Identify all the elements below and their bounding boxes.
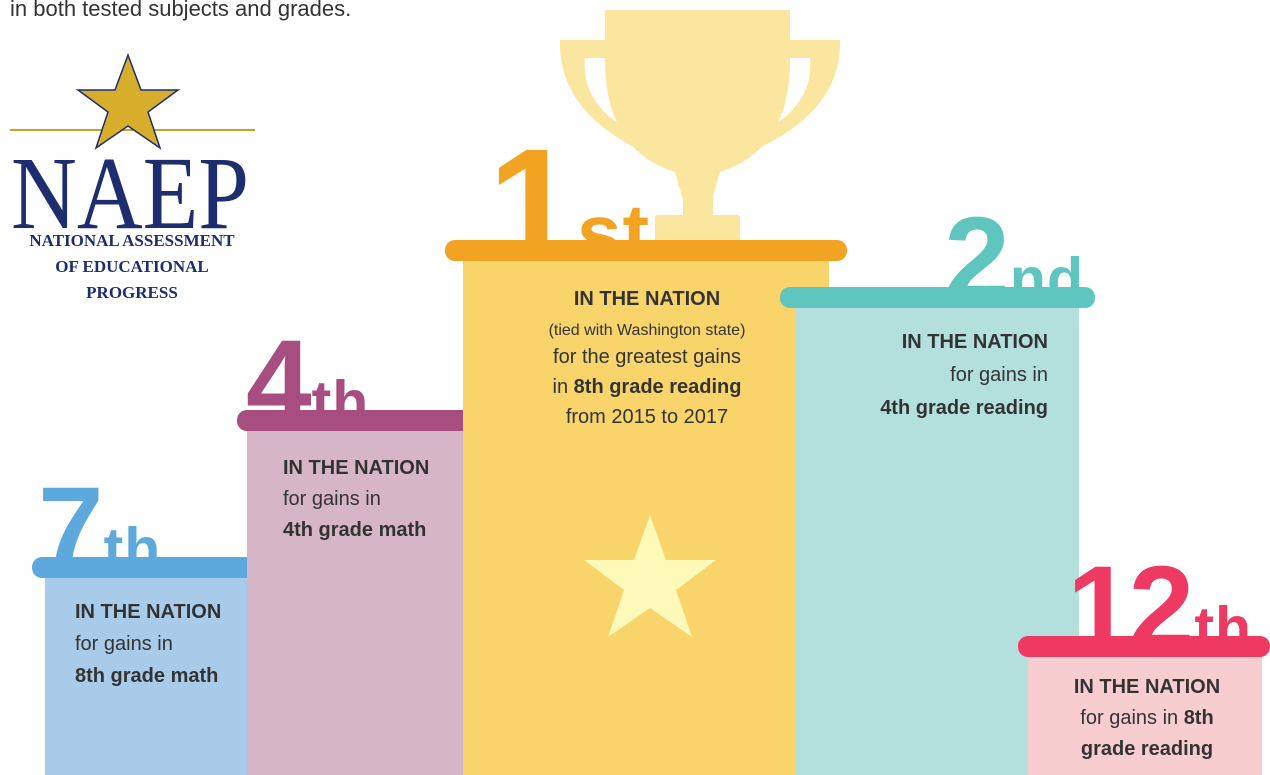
caption-line: 4th grade math — [283, 519, 426, 541]
podium-body — [463, 260, 829, 775]
caption-segment: grade reading — [1081, 738, 1213, 760]
logo-line: PROGRESS — [86, 283, 178, 302]
rank: 4th — [246, 316, 369, 448]
caption-segment: 8th grade reading — [574, 376, 742, 398]
caption-segment: (tied with Washington state) — [549, 322, 746, 339]
logo-line: OF EDUCATIONAL — [55, 257, 208, 276]
caption-line: (tied with Washington state) — [549, 322, 746, 339]
caption-line: for gains in — [75, 633, 173, 655]
caption-segment: IN THE NATION — [75, 601, 221, 623]
rank: 12th — [1067, 542, 1252, 674]
caption-segment: for gains in — [75, 633, 173, 655]
rank-number: 2 — [944, 193, 1006, 325]
logo-line: NATIONAL ASSESSMENT — [29, 231, 235, 250]
rank-number: 12 — [1067, 542, 1190, 674]
logo-name: NAEP — [11, 136, 249, 251]
caption-line: IN THE NATION — [902, 331, 1048, 353]
podium-cap — [445, 240, 847, 261]
podium-cap — [32, 557, 283, 578]
caption-line: for the greatest gains — [553, 346, 741, 368]
caption-segment: IN THE NATION — [1074, 676, 1220, 698]
star — [584, 515, 716, 637]
podium-cap — [237, 410, 518, 431]
caption-line: in 8th grade reading — [553, 376, 742, 398]
caption-line: IN THE NATION — [574, 288, 720, 310]
rank-suffix: th — [312, 369, 370, 435]
caption-line: IN THE NATION — [75, 601, 221, 623]
caption-line: 8th grade math — [75, 665, 218, 687]
podium: 7th IN THE NATION for gains in 8th grade ma… — [32, 463, 283, 775]
caption-segment: 4th grade math — [283, 519, 426, 541]
caption-segment: 4th grade reading — [880, 397, 1048, 419]
rank-suffix: th — [104, 516, 162, 582]
caption-line: for gains in 8th — [1080, 707, 1213, 729]
rank-suffix: st — [577, 188, 650, 277]
caption-line: grade reading — [1081, 738, 1213, 760]
caption-segment: for the greatest gains — [553, 346, 741, 368]
caption-segment: 8th — [1184, 707, 1214, 729]
caption-segment: IN THE NATION — [902, 331, 1048, 353]
rank: 1st — [488, 115, 650, 294]
caption-segment: IN THE NATION — [283, 457, 429, 479]
rank-suffix: th — [1194, 595, 1252, 661]
caption-segment: for gains in — [950, 364, 1048, 386]
rank-suffix: nd — [1010, 246, 1084, 312]
podium-body — [1028, 656, 1262, 775]
caption-line: for gains in — [283, 488, 381, 510]
caption-segment: for gains in — [1080, 707, 1183, 729]
podium-body — [45, 577, 272, 775]
rank-number: 4 — [246, 316, 311, 448]
caption-segment: IN THE NATION — [574, 288, 720, 310]
caption-segment: in — [553, 376, 574, 398]
podium-cap — [780, 287, 1095, 308]
caption-line: for gains in — [950, 364, 1048, 386]
caption-segment: from 2015 to 2017 — [566, 406, 728, 428]
caption-segment: for gains in — [283, 488, 381, 510]
rank-number: 1 — [488, 115, 573, 294]
rank: 7th — [38, 463, 161, 595]
rank-number: 7 — [38, 463, 100, 595]
caption-segment: 8th grade math — [75, 665, 218, 687]
logo-star — [75, 52, 181, 150]
caption-line: IN THE NATION — [283, 457, 429, 479]
caption-line: from 2015 to 2017 — [566, 406, 728, 428]
caption-line: IN THE NATION — [1074, 676, 1220, 698]
rank: 2nd — [944, 193, 1084, 325]
intro-text: in both tested subjects and grades. — [10, 0, 351, 21]
trophy — [559, 10, 841, 243]
caption-line: 4th grade reading — [880, 397, 1048, 419]
podium-cap — [1018, 636, 1270, 657]
